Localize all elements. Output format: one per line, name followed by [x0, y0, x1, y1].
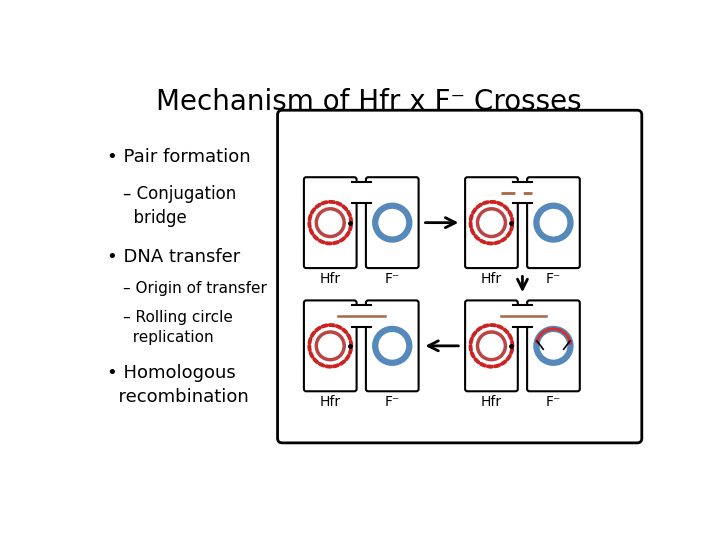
Circle shape: [316, 332, 344, 360]
Circle shape: [477, 209, 505, 237]
Circle shape: [375, 206, 409, 240]
FancyBboxPatch shape: [527, 177, 580, 268]
Text: Hfr: Hfr: [320, 272, 341, 286]
Text: • Pair formation: • Pair formation: [107, 148, 251, 166]
FancyBboxPatch shape: [366, 300, 418, 392]
Text: • DNA transfer: • DNA transfer: [107, 248, 240, 266]
Text: Hfr: Hfr: [481, 272, 502, 286]
FancyBboxPatch shape: [366, 177, 418, 268]
Bar: [513, 305, 532, 327]
Text: – Conjugation
  bridge: – Conjugation bridge: [124, 185, 237, 227]
Circle shape: [477, 332, 505, 360]
Text: F⁻: F⁻: [384, 272, 400, 286]
Text: Mechanism of Hfr x F⁻ Crosses: Mechanism of Hfr x F⁻ Crosses: [156, 88, 582, 116]
FancyBboxPatch shape: [527, 300, 580, 392]
FancyBboxPatch shape: [304, 177, 356, 268]
Circle shape: [536, 329, 570, 363]
Circle shape: [536, 206, 570, 240]
Text: • Homologous
  recombination: • Homologous recombination: [107, 364, 248, 406]
FancyBboxPatch shape: [304, 300, 356, 392]
FancyBboxPatch shape: [465, 177, 518, 268]
FancyBboxPatch shape: [465, 300, 518, 392]
Circle shape: [375, 329, 409, 363]
Text: F⁻: F⁻: [546, 395, 561, 409]
Text: Hfr: Hfr: [481, 395, 502, 409]
Text: – Origin of transfer: – Origin of transfer: [124, 281, 267, 296]
Bar: [513, 182, 532, 204]
FancyBboxPatch shape: [277, 110, 642, 443]
Text: – Rolling circle
  replication: – Rolling circle replication: [124, 310, 233, 345]
Text: F⁻: F⁻: [546, 272, 561, 286]
Text: F⁻: F⁻: [384, 395, 400, 409]
Text: Hfr: Hfr: [320, 395, 341, 409]
Circle shape: [316, 209, 344, 237]
Bar: [352, 182, 371, 204]
Bar: [352, 305, 371, 327]
